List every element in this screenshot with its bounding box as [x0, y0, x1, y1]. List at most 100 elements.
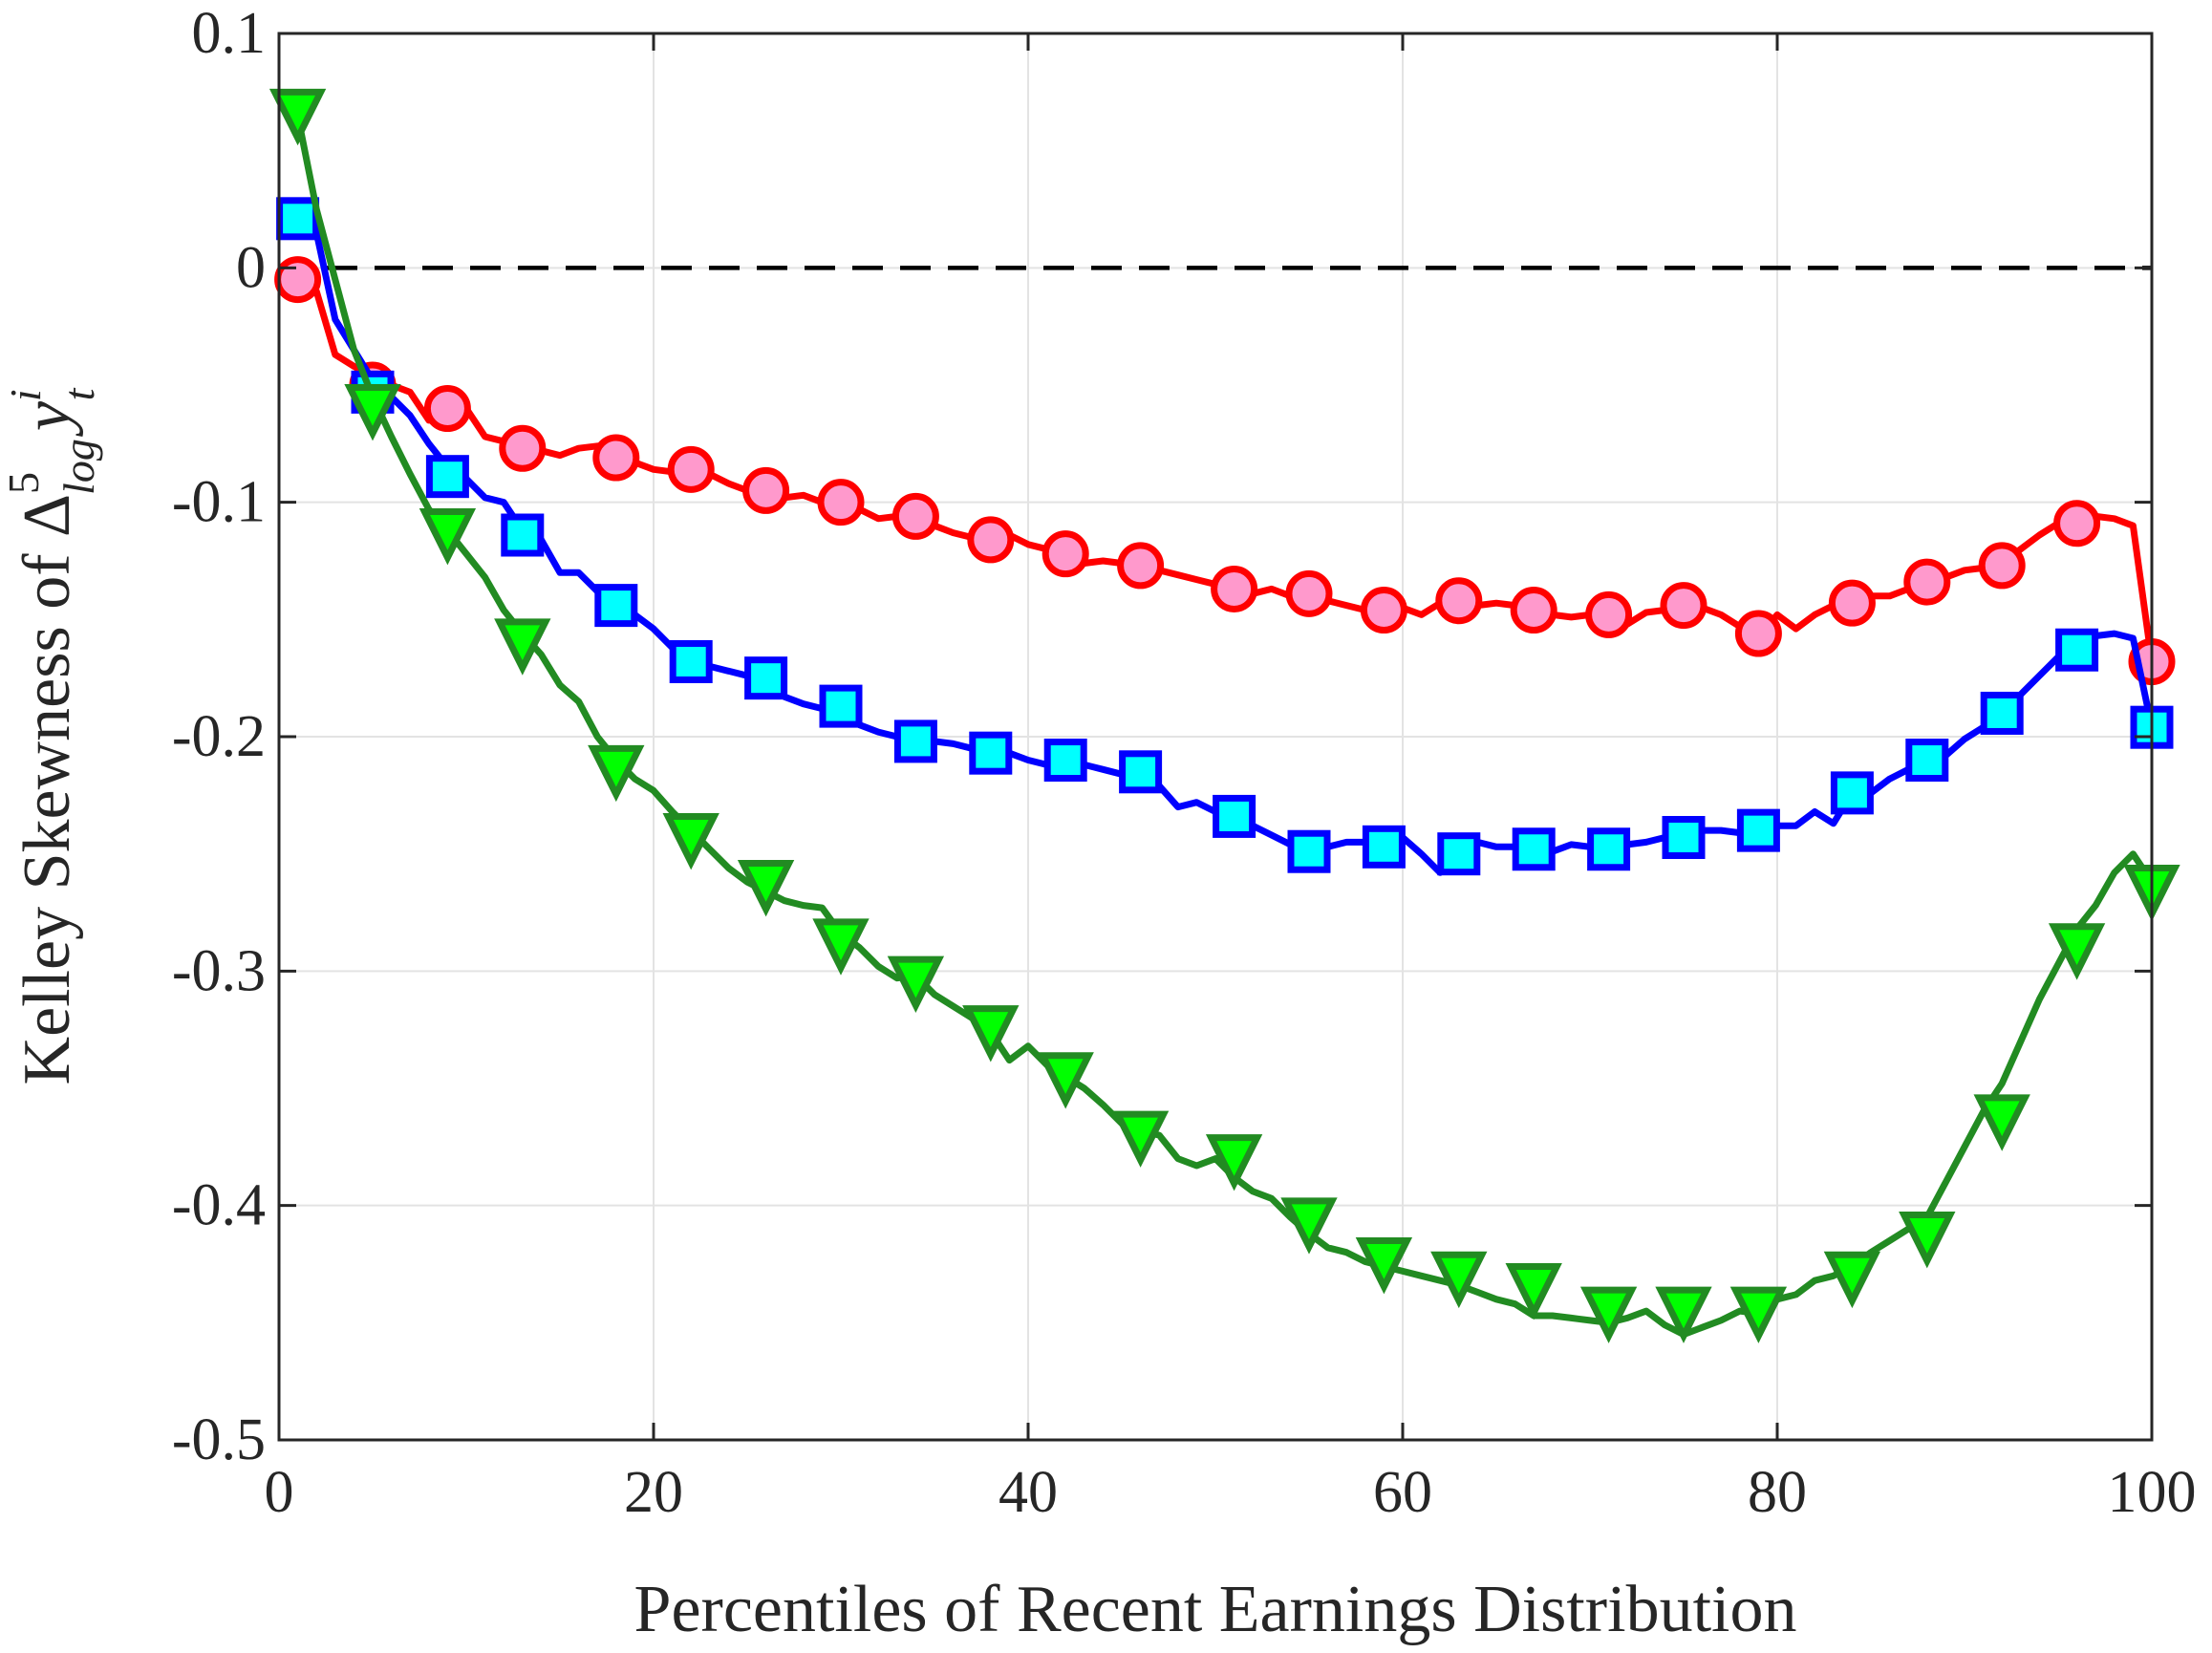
- grid-layer: [279, 33, 2152, 1440]
- circle-marker: [742, 466, 790, 514]
- y-tick-label: -0.4: [172, 1173, 266, 1238]
- circle-marker: [499, 424, 547, 472]
- series-line: [295, 216, 2156, 876]
- circle-marker: [1660, 582, 1707, 630]
- square-marker: [1830, 771, 1874, 815]
- triangle-marker: [1823, 1251, 1881, 1309]
- y-tick-label: 0: [236, 235, 266, 300]
- square-marker: [425, 455, 469, 499]
- triangle-marker: [268, 88, 327, 146]
- square-marker: [1119, 750, 1163, 794]
- square-marker: [893, 719, 937, 763]
- x-axis-label: Percentiles of Recent Earnings Distribut…: [634, 1573, 1797, 1646]
- y-axis-label-var-sup: i: [1, 389, 50, 401]
- square-marker: [501, 513, 545, 557]
- circle-marker: [2053, 500, 2101, 547]
- y-tick-label: -0.1: [172, 470, 266, 535]
- triangle-marker: [887, 955, 945, 1013]
- circle-marker: [1828, 579, 1876, 627]
- y-tick-label: -0.5: [172, 1407, 266, 1472]
- x-tick-label: 0: [265, 1460, 294, 1525]
- circle-marker: [1734, 610, 1782, 657]
- x-tick-label: 80: [1748, 1460, 1807, 1525]
- series-3: [268, 88, 2180, 1343]
- square-marker: [1980, 691, 2024, 735]
- triangle-marker: [2048, 923, 2106, 980]
- triangle-marker: [1355, 1237, 1413, 1295]
- square-marker: [594, 584, 638, 628]
- y-tick-label: -0.2: [172, 704, 266, 769]
- triangle-marker: [588, 744, 645, 803]
- circle-marker: [1510, 587, 1557, 634]
- circle-marker: [1435, 577, 1483, 625]
- circle-marker: [1211, 565, 1258, 612]
- square-marker: [1213, 794, 1256, 838]
- x-tick-label: 40: [999, 1460, 1058, 1525]
- circle-marker: [592, 434, 640, 482]
- y-axis-label-var-sub: t: [54, 387, 103, 400]
- tick-layer: 0 20 40 60 80 100 0.1 0 -0.1 -0.2 -0.3 -0.4 -0.5: [172, 1, 2197, 1525]
- square-marker: [744, 656, 788, 700]
- triangle-marker: [1505, 1263, 1562, 1320]
- y-axis-label: Kelley Skewness of Δ5 logyi t: [0, 387, 103, 1084]
- circle-marker: [1117, 542, 1165, 590]
- triangle-marker: [1973, 1094, 2030, 1151]
- triangle-marker: [737, 860, 795, 917]
- circle-marker: [1285, 569, 1333, 617]
- triangle-marker: [662, 812, 719, 870]
- y-axis-label-delta-sup: 5: [0, 472, 48, 494]
- circle-marker: [1903, 558, 1951, 606]
- circle-marker: [423, 385, 471, 433]
- square-marker: [969, 731, 1013, 775]
- square-marker: [1736, 808, 1780, 852]
- series-2: [276, 197, 2174, 876]
- y-axis-label-delta-sub: log: [54, 439, 103, 495]
- square-marker: [276, 197, 320, 241]
- square-marker: [1905, 739, 1949, 783]
- triangle-marker: [1655, 1286, 1712, 1343]
- circle-marker: [667, 445, 715, 493]
- y-axis-label-var: y: [11, 400, 84, 437]
- x-tick-label: 20: [624, 1460, 683, 1525]
- triangle-marker: [962, 1005, 1020, 1063]
- x-tick-label: 60: [1373, 1460, 1432, 1525]
- triangle-marker: [1111, 1110, 1170, 1168]
- square-marker: [1287, 829, 1331, 873]
- square-marker: [1437, 832, 1481, 876]
- circle-marker: [1042, 530, 1089, 578]
- triangle-marker: [344, 384, 401, 441]
- triangle-marker: [419, 508, 477, 566]
- label-layer: Percentiles of Recent Earnings Distribut…: [0, 387, 1796, 1646]
- series-layer: [268, 88, 2180, 1343]
- triangle-marker: [1729, 1286, 1788, 1343]
- circle-marker: [1360, 587, 1407, 634]
- square-marker: [1587, 827, 1631, 871]
- circle-marker: [1978, 542, 2026, 590]
- square-marker: [819, 684, 863, 728]
- square-marker: [1362, 825, 1406, 869]
- triangle-marker: [1205, 1134, 1263, 1191]
- square-marker: [1043, 739, 1087, 783]
- triangle-marker: [1037, 1052, 1094, 1109]
- triangle-marker: [1579, 1286, 1638, 1343]
- triangle-marker: [494, 618, 551, 676]
- square-marker: [2055, 628, 2099, 672]
- circle-marker: [967, 516, 1015, 564]
- y-tick-label: 0.1: [192, 1, 267, 66]
- triangle-marker: [1430, 1251, 1488, 1309]
- circle-marker: [1585, 590, 1633, 638]
- square-marker: [669, 639, 713, 683]
- square-marker: [1662, 815, 1706, 859]
- y-tick-label: -0.3: [172, 938, 266, 1003]
- square-marker: [1512, 827, 1556, 871]
- triangle-marker: [1899, 1212, 1956, 1269]
- triangle-marker: [812, 918, 870, 976]
- x-tick-label: 100: [2108, 1460, 2197, 1525]
- circle-marker: [274, 256, 322, 304]
- y-axis-label-prefix: Kelley Skewness of Δ: [11, 494, 84, 1085]
- circle-marker: [891, 492, 939, 540]
- triangle-marker: [1280, 1197, 1338, 1255]
- series-1: [274, 256, 2176, 685]
- circle-marker: [817, 479, 865, 526]
